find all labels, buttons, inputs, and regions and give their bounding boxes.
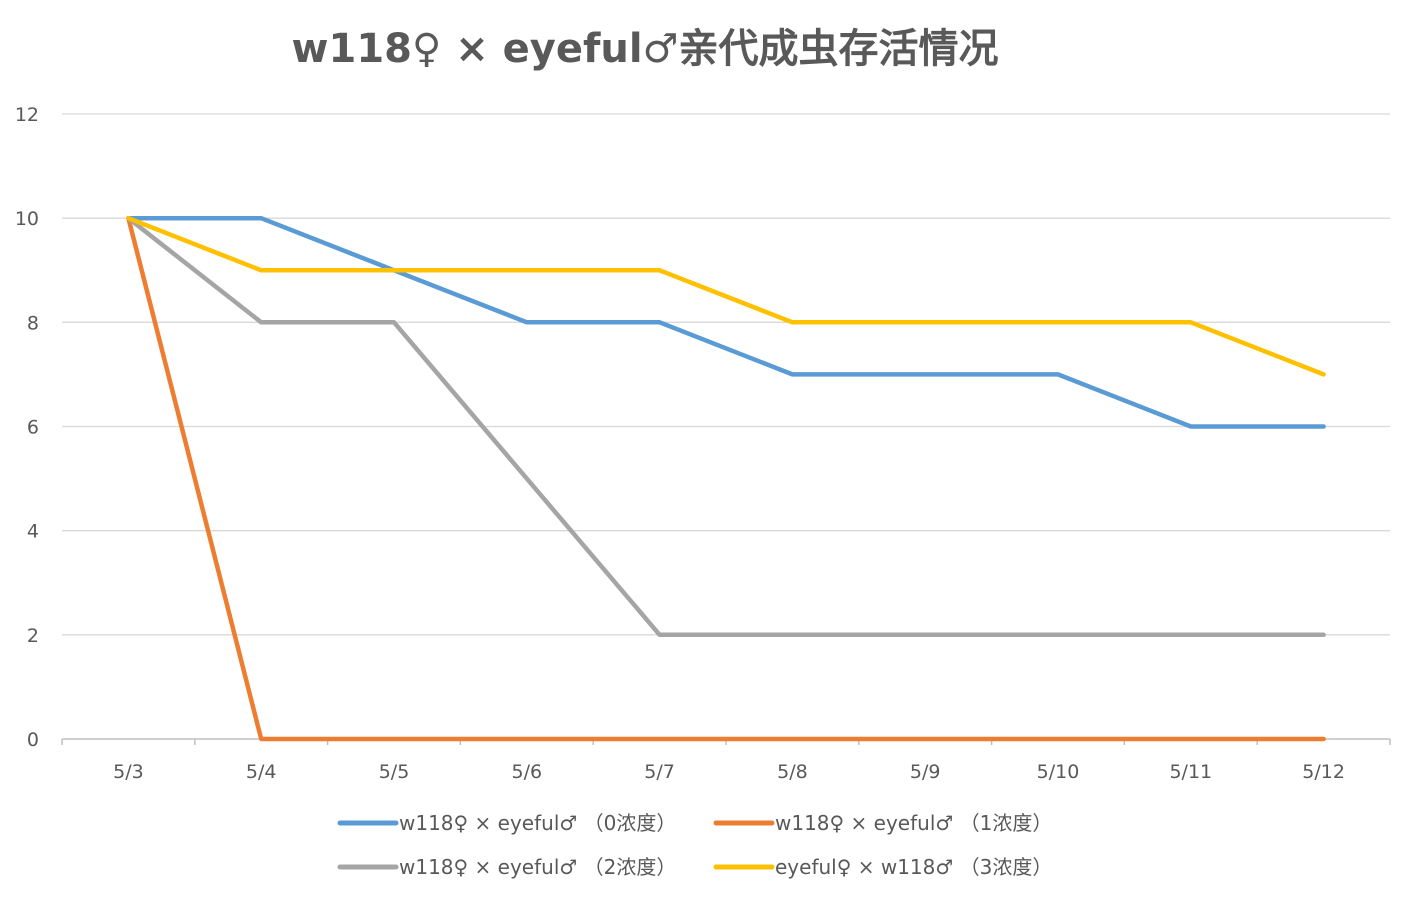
series-line-1 — [126, 215, 1326, 742]
legend-label: w118♀ × eyeful♂ （1浓度） — [775, 811, 1052, 835]
legend: w118♀ × eyeful♂ （0浓度） w118♀ × eyeful♂ （1浓… — [337, 811, 1052, 879]
x-tick-label: 5/4 — [246, 761, 277, 783]
chart-title: w118♀ × eyeful♂亲代成虫存活情况 — [292, 26, 999, 72]
series-line-3 — [126, 215, 1326, 377]
axes: 0 2 4 6 8 10 12 5/3 5/4 5/5 5/6 5/7 5/8 5/9 5/10 5/11 5/… — [15, 104, 1391, 783]
x-tick-label: 5/11 — [1169, 761, 1212, 783]
x-tick-label: 5/6 — [512, 761, 543, 783]
y-tick-label: 4 — [27, 521, 39, 543]
x-tick-label: 5/12 — [1302, 761, 1345, 783]
series-line-2 — [126, 215, 1326, 638]
y-tick-label: 12 — [15, 104, 39, 126]
y-tick-label: 10 — [15, 208, 39, 230]
y-tick-label: 0 — [27, 729, 39, 751]
y-tick-label: 6 — [27, 417, 39, 439]
series-lines — [126, 215, 1326, 742]
legend-item: w118♀ × eyeful♂ （0浓度） — [337, 811, 676, 835]
x-tick-label: 5/5 — [379, 761, 410, 783]
legend-item: w118♀ × eyeful♂ （1浓度） — [713, 811, 1052, 835]
x-tick-label: 5/8 — [777, 761, 808, 783]
legend-item: w118♀ × eyeful♂ （2浓度） — [337, 855, 676, 879]
x-tick-label: 5/10 — [1037, 761, 1080, 783]
x-tick-label: 5/7 — [644, 761, 675, 783]
series-line-0 — [126, 215, 1326, 429]
legend-label: w118♀ × eyeful♂ （0浓度） — [399, 811, 676, 835]
legend-item: eyeful♀ × w118♂ （3浓度） — [713, 855, 1052, 879]
y-tick-label: 8 — [27, 312, 39, 334]
gridlines — [62, 113, 1390, 636]
x-tick-label: 5/3 — [113, 761, 144, 783]
legend-label: w118♀ × eyeful♂ （2浓度） — [399, 855, 676, 879]
y-tick-label: 2 — [27, 625, 39, 647]
x-tick-label: 5/9 — [910, 761, 941, 783]
legend-label: eyeful♀ × w118♂ （3浓度） — [775, 855, 1052, 879]
